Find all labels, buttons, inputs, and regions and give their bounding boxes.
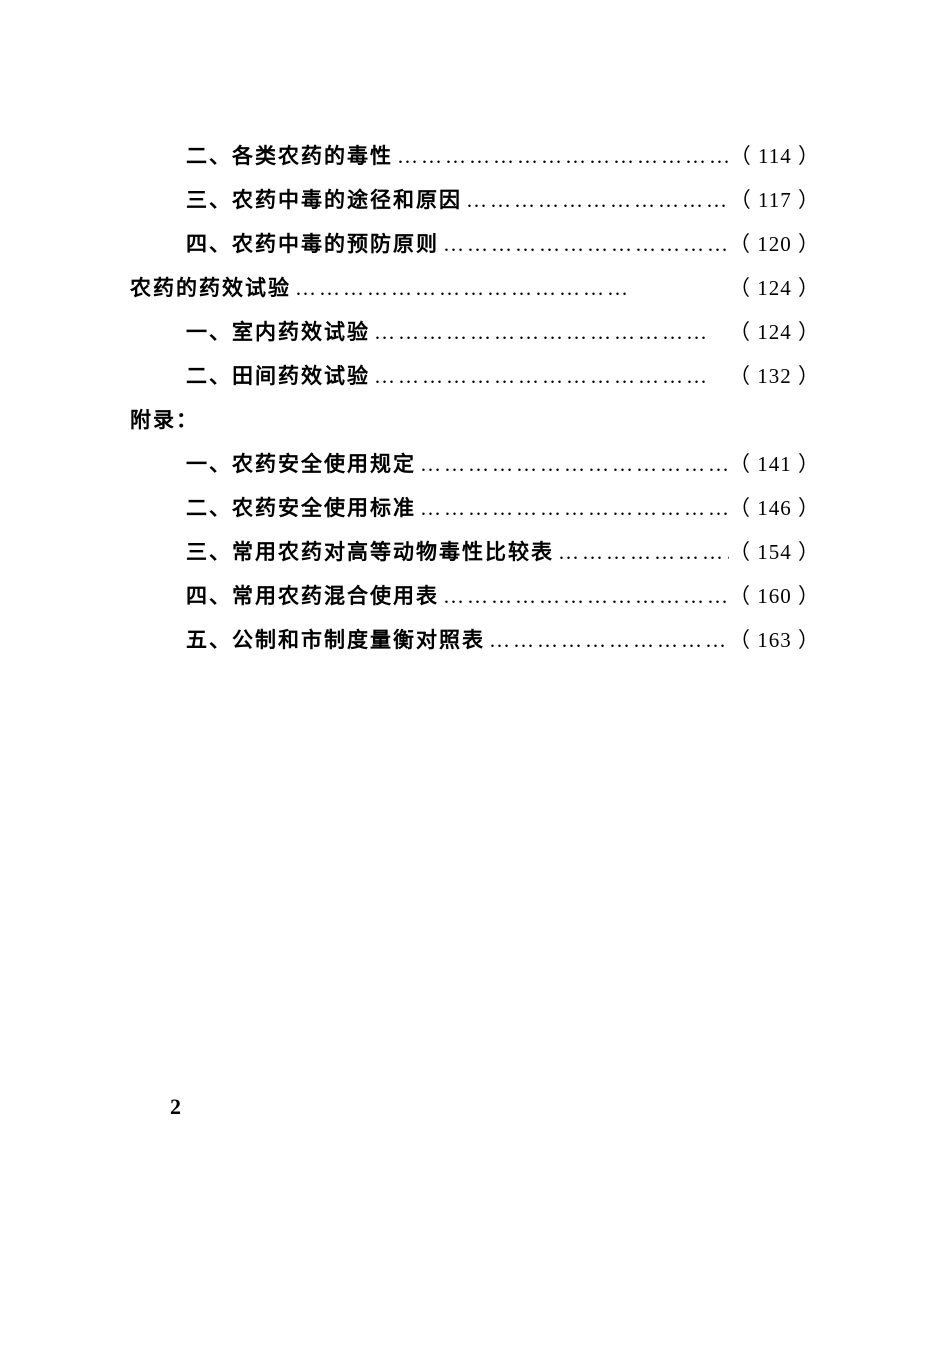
toc-entry: 四、常用农药混合使用表 …………………………………… （ 160 ）: [130, 580, 820, 610]
toc-dots: ……………………………………: [416, 452, 729, 477]
toc-entry: 五、公制和市制度量衡对照表 …………………………………… （ 163 ）: [130, 624, 820, 654]
toc-dots: ……………………………………: [554, 540, 729, 565]
toc-entry: 二、田间药效试验 …………………………………… （ 132 ）: [130, 360, 820, 390]
toc-dots: ……………………………………: [370, 364, 729, 389]
toc-entry: 一、农药安全使用规定 …………………………………… （ 141 ）: [130, 448, 820, 478]
toc-dots: ……………………………………: [393, 144, 730, 169]
toc-dots: ……………………………………: [485, 628, 729, 653]
toc-label: 一、农药安全使用规定: [186, 448, 416, 478]
toc-entry: 三、农药中毒的途径和原因 …………………………………… （ 117 ）: [130, 184, 820, 214]
page-content: 二、各类农药的毒性 …………………………………… （ 114 ） 三、农药中毒的…: [130, 140, 820, 668]
toc-dots: ……………………………………: [291, 276, 729, 301]
toc-page: （ 160 ）: [729, 580, 820, 610]
toc-entry: 四、农药中毒的预防原则 …………………………………… （ 120 ）: [130, 228, 820, 258]
toc-page: （ 124 ）: [729, 316, 820, 346]
toc-dots: ……………………………………: [370, 320, 729, 345]
toc-page: （ 154 ）: [729, 536, 820, 566]
toc-label: 二、各类农药的毒性: [186, 140, 393, 170]
toc-entry: 二、农药安全使用标准 …………………………………… （ 146 ）: [130, 492, 820, 522]
toc-label: 二、田间药效试验: [186, 360, 370, 390]
toc-entry: 三、常用农药对高等动物毒性比较表 …………………………………… （ 154 ）: [130, 536, 820, 566]
toc-label: 三、常用农药对高等动物毒性比较表: [186, 536, 554, 566]
toc-label: 二、农药安全使用标准: [186, 492, 416, 522]
toc-page: （ 163 ）: [729, 624, 820, 654]
toc-dots: ……………………………………: [416, 496, 729, 521]
toc-dots: ……………………………………: [439, 232, 729, 257]
toc-page: （ 120 ）: [729, 228, 820, 258]
toc-page: （ 114 ）: [730, 140, 820, 170]
toc-label: 五、公制和市制度量衡对照表: [186, 624, 485, 654]
toc-page: （ 117 ）: [730, 184, 820, 214]
toc-label: 四、农药中毒的预防原则: [186, 228, 439, 258]
toc-entry: 二、各类农药的毒性 …………………………………… （ 114 ）: [130, 140, 820, 170]
toc-label: 一、室内药效试验: [186, 316, 370, 346]
page-number: 2: [170, 1094, 181, 1120]
toc-entry: 农药的药效试验 …………………………………… （ 124 ）: [130, 272, 820, 302]
toc-label: 三、农药中毒的途径和原因: [186, 184, 462, 214]
toc-dots: ……………………………………: [439, 584, 729, 609]
toc-label: 农药的药效试验: [130, 272, 291, 302]
toc-page: （ 146 ）: [729, 492, 820, 522]
toc-page: （ 124 ）: [729, 272, 820, 302]
toc-dots: ……………………………………: [462, 188, 730, 213]
toc-entry: 一、室内药效试验 …………………………………… （ 124 ）: [130, 316, 820, 346]
toc-page: （ 141 ）: [729, 448, 820, 478]
appendix-heading: 附录：: [130, 404, 820, 434]
toc-label: 四、常用农药混合使用表: [186, 580, 439, 610]
toc-page: （ 132 ）: [729, 360, 820, 390]
